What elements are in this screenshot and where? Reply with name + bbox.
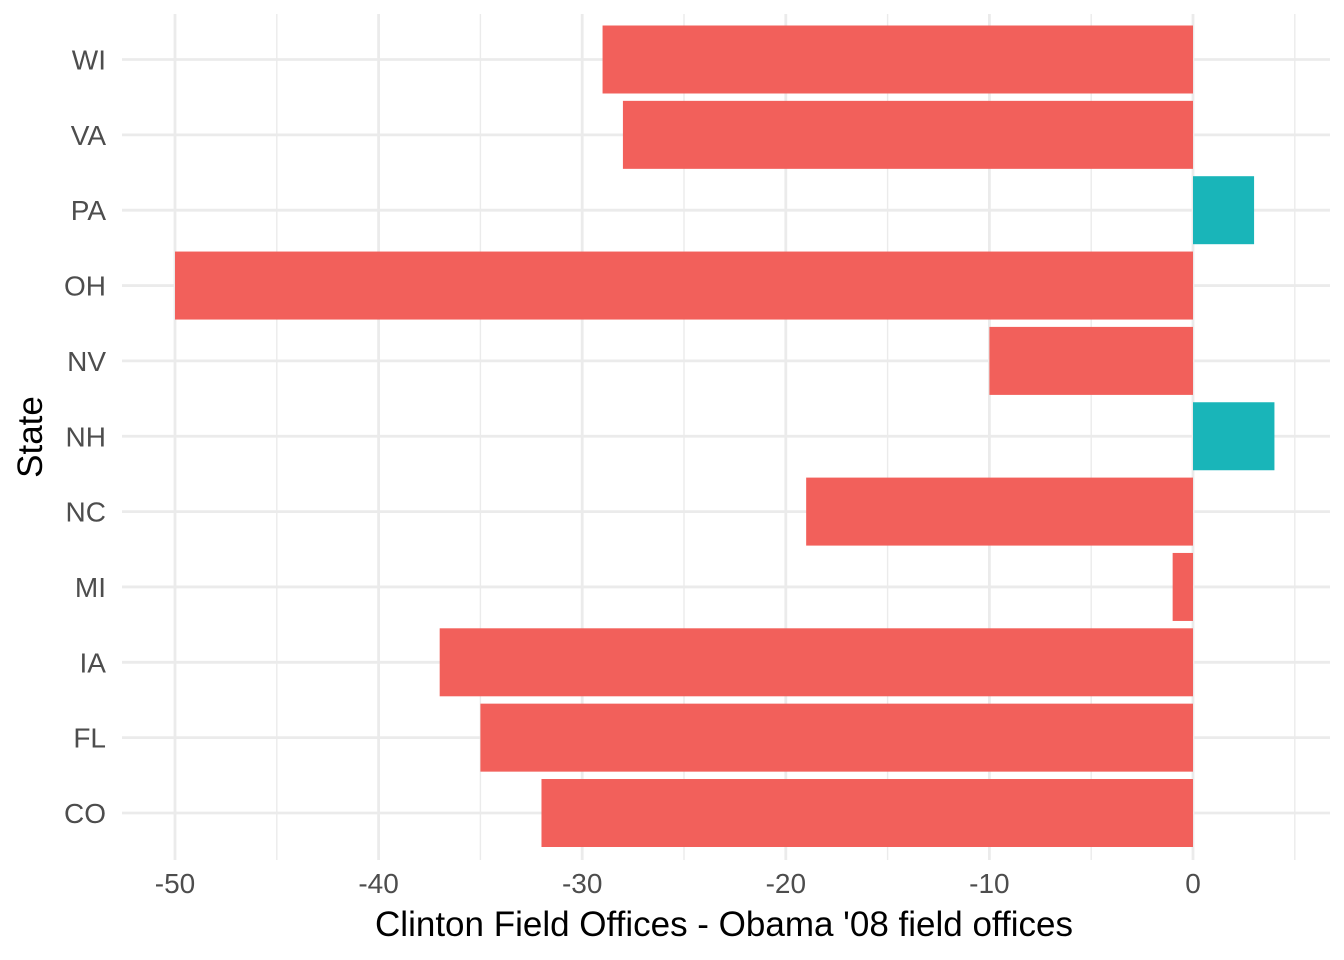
x-tick-label: -10: [969, 868, 1009, 899]
bar-nh: [1193, 402, 1275, 471]
bar-mi: [1172, 552, 1193, 621]
y-tick-label: IA: [80, 647, 107, 678]
y-tick-label: WI: [72, 45, 106, 76]
x-tick-label: -30: [562, 868, 602, 899]
bar-ia: [439, 628, 1193, 697]
y-tick-label: NV: [67, 346, 106, 377]
bar-va: [622, 100, 1193, 169]
y-tick-label: PA: [71, 195, 107, 226]
y-tick-label: NH: [66, 421, 106, 452]
bar-oh: [175, 251, 1193, 320]
x-tick-label: -50: [155, 868, 195, 899]
y-tick-label: MI: [75, 572, 106, 603]
x-axis-title: Clinton Field Offices - Obama '08 field …: [375, 905, 1073, 944]
bar-nc: [806, 477, 1193, 546]
y-tick-label: VA: [71, 120, 107, 151]
bar-pa: [1193, 176, 1255, 245]
bar-fl: [480, 703, 1193, 772]
y-tick-label: FL: [73, 723, 106, 754]
y-tick-label: CO: [64, 798, 106, 829]
bar-co: [541, 779, 1193, 847]
bars: [175, 25, 1275, 847]
bar-nv: [989, 326, 1193, 395]
x-tick-label: 0: [1185, 868, 1201, 899]
x-tick-label: -40: [358, 868, 398, 899]
bar-wi: [602, 25, 1193, 94]
y-tick-label: OH: [64, 271, 106, 302]
y-axis-title: State: [11, 396, 50, 478]
x-tick-labels: -50 -40 -30 -20 -10 0: [155, 868, 1201, 899]
y-tick-label: NC: [66, 497, 106, 528]
y-tick-labels: CO FL IA MI NC NH NV OH PA VA WI: [64, 45, 106, 830]
x-tick-label: -20: [766, 868, 806, 899]
